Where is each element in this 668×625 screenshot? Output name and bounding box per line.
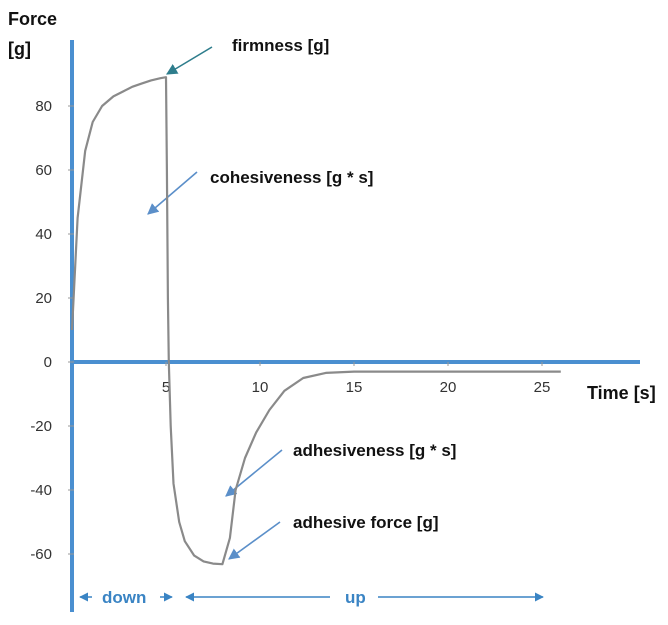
y-tick-label: 40	[35, 226, 52, 243]
phase-down-label: down	[102, 588, 146, 607]
y-tick-label: 20	[35, 290, 52, 307]
y-axis-title-line2: [g]	[8, 39, 31, 59]
annotation-adhesiveness-arrow	[225, 449, 283, 497]
x-tick-label: 15	[346, 379, 363, 396]
phase-up-label: up	[345, 588, 366, 607]
y-tick-label: -20	[30, 418, 52, 435]
y-tick-label: 0	[44, 354, 52, 371]
series-line-0	[70, 76, 561, 566]
x-tick-label: 5	[162, 379, 170, 396]
annotation-cohesiveness-arrow	[147, 171, 198, 215]
y-tick-label: 80	[35, 98, 52, 115]
annotation-firmness-arrow	[166, 46, 213, 75]
x-tick-label: 20	[440, 379, 457, 396]
y-tick-label: -40	[30, 482, 52, 499]
x-axis-title: Time [s]	[587, 383, 656, 403]
annotation-adhesive-force-label: adhesive force [g]	[293, 513, 439, 532]
x-tick-label: 10	[252, 379, 269, 396]
annotation-adhesiveness-label: adhesiveness [g * s]	[293, 441, 456, 460]
x-tick-label: 25	[534, 379, 551, 396]
annotation-firmness-label: firmness [g]	[232, 36, 329, 55]
annotation-cohesiveness-label: cohesiveness [g * s]	[210, 168, 373, 187]
y-tick-label: -60	[30, 546, 52, 563]
annotation-adhesive-force-arrow	[228, 521, 281, 560]
y-axis-title-line1: Force	[8, 9, 57, 29]
y-tick-label: 60	[35, 162, 52, 179]
